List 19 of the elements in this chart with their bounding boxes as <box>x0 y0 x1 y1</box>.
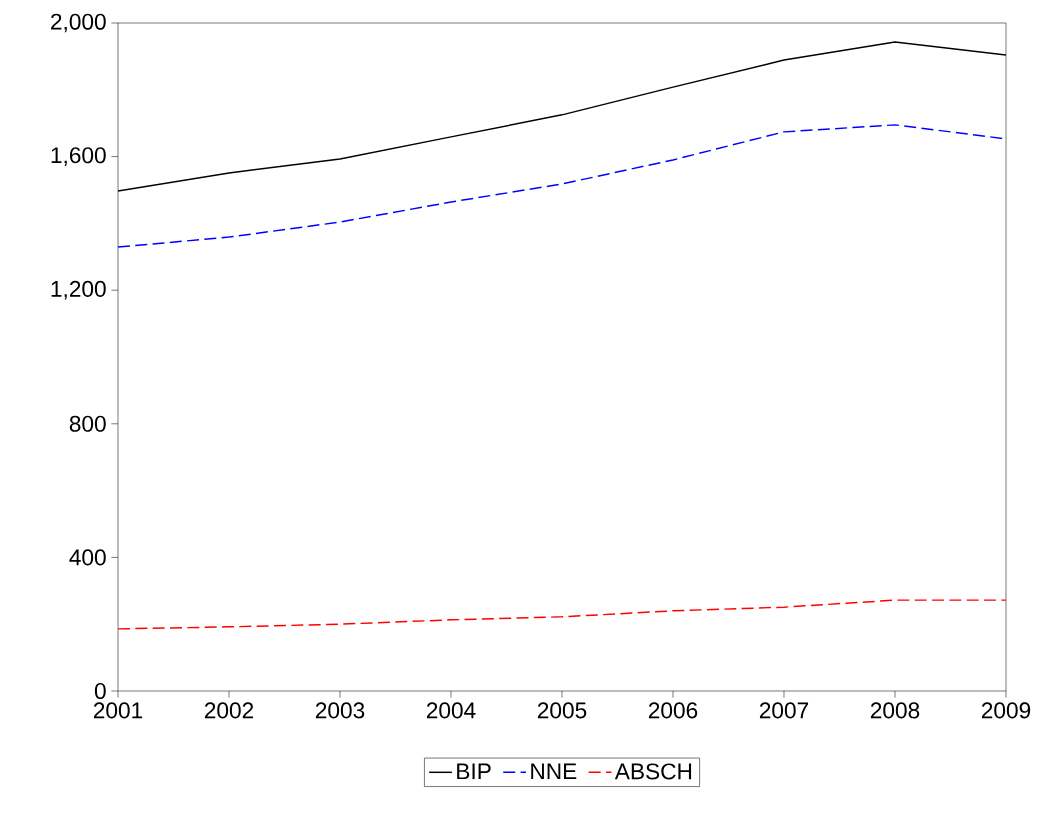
x-tick-label: 2006 <box>648 702 698 719</box>
x-tick-label: 2004 <box>426 702 476 719</box>
x-tick-label: 2008 <box>870 702 920 719</box>
x-tick-label: 2007 <box>759 702 809 719</box>
line-series <box>118 599 1006 630</box>
x-tick-label: 2001 <box>93 702 143 719</box>
legend-label: BIP <box>457 763 491 780</box>
x-tick-label: 2009 <box>981 702 1031 719</box>
y-tick-label: 0 <box>94 682 106 700</box>
y-tick-label: 2,000 <box>51 13 106 33</box>
y-tick-label: 1,600 <box>51 147 106 166</box>
legend-label: NNE <box>531 763 577 780</box>
x-tick-label: 2005 <box>537 702 587 719</box>
legend-label: ABSCH <box>614 763 692 780</box>
x-tick-label: 2003 <box>315 702 365 719</box>
y-tick-label: 1,200 <box>51 280 106 300</box>
y-tick-label: 400 <box>69 549 106 566</box>
y-tick-label: 800 <box>69 415 106 432</box>
x-tick-label: 2002 <box>204 702 254 719</box>
